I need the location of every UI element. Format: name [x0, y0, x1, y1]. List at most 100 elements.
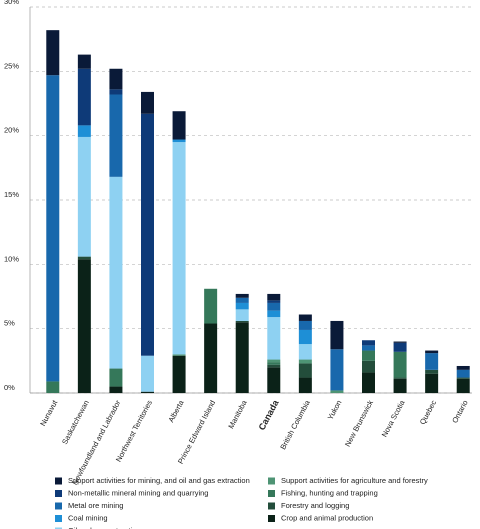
- bar-segment: [393, 378, 407, 393]
- bar-segment: [235, 309, 249, 321]
- bar-segment: [393, 342, 407, 352]
- legend-label: Non-metallic mineral mining and quarryin…: [68, 488, 208, 497]
- bar-segment: [267, 359, 281, 363]
- bar-segment: [77, 68, 91, 126]
- bar-segment: [172, 139, 186, 143]
- bar-segment: [109, 68, 123, 90]
- y-tick-label: 15%: [4, 190, 19, 199]
- bar-segment: [267, 300, 281, 303]
- y-tick-label: 25%: [4, 61, 19, 70]
- legend-label: Metal ore mining: [68, 501, 123, 510]
- bar-segment: [109, 94, 123, 177]
- legend-swatch: [55, 490, 62, 497]
- bar-segment: [362, 350, 375, 361]
- legend-swatch: [55, 477, 62, 485]
- y-tick-label: 0%: [4, 383, 15, 392]
- bar-segment: [172, 355, 186, 393]
- bar-segment: [425, 350, 439, 354]
- bar-segment: [456, 378, 470, 393]
- bar-segment: [330, 349, 344, 391]
- x-tick-label: Manitoba: [226, 398, 249, 430]
- legend-label: Fishing, hunting and trapping: [281, 488, 378, 497]
- bar-segment: [456, 365, 470, 370]
- bar-segment: [267, 362, 281, 365]
- bar-segment: [204, 323, 218, 393]
- bar-segment: [235, 322, 249, 393]
- legend-label: Support activities for agriculture and f…: [281, 476, 428, 485]
- bar-segment: [172, 354, 186, 356]
- bar-segment: [172, 111, 186, 140]
- x-tick-label: Saskatchewan: [60, 399, 91, 446]
- y-tick-label: 5%: [4, 319, 15, 328]
- bar-segment: [46, 381, 60, 393]
- bar-segment: [267, 293, 281, 301]
- bar-segment: [46, 75, 60, 382]
- bar-segment: [235, 293, 249, 298]
- legend-swatch: [268, 502, 275, 510]
- bar-segment: [141, 391, 154, 393]
- bar-segment: [362, 372, 375, 393]
- bar-segment: [109, 89, 123, 95]
- bar-segment: [267, 310, 281, 318]
- bar-segment: [267, 317, 281, 360]
- bar-segment: [267, 367, 281, 393]
- legend-label: Oil and gas extraction: [68, 526, 141, 529]
- bar-segment: [267, 364, 281, 368]
- bar-segment: [330, 390, 344, 393]
- bar-segment: [393, 351, 407, 378]
- bar-segment: [330, 320, 344, 350]
- x-tick-label: Yukon: [326, 399, 344, 422]
- bar-segment: [141, 91, 154, 114]
- bar-segment: [393, 341, 407, 343]
- legend-swatch: [55, 527, 62, 529]
- legend-label: Forestry and logging: [281, 501, 349, 510]
- bar-segment: [141, 355, 154, 392]
- bar-segment: [456, 369, 470, 378]
- bar-segment: [46, 30, 60, 76]
- bar-segment: [235, 302, 249, 310]
- legend-swatch: [268, 477, 275, 485]
- x-tick-label: Ontario: [450, 399, 469, 425]
- x-tick-label: Nova Scotia: [380, 398, 407, 439]
- bar-segment: [298, 329, 312, 345]
- bar-segment: [425, 353, 439, 370]
- bar-segment: [77, 54, 91, 69]
- x-tick-label: Alberta: [166, 398, 185, 424]
- legend-label: Coal mining: [68, 513, 108, 522]
- x-tick-label: Northwest Territories: [114, 398, 154, 463]
- y-tick-label: 30%: [4, 0, 19, 6]
- bar-segment: [77, 259, 91, 393]
- bar-segment: [109, 176, 123, 369]
- y-tick-label: 20%: [4, 126, 19, 135]
- bar-segment: [109, 368, 123, 387]
- legend-label: Support activities for mining, and oil a…: [68, 476, 250, 485]
- bar-segment: [77, 125, 91, 137]
- bar-segment: [235, 320, 249, 323]
- x-tick-label: Canada: [257, 397, 282, 431]
- bar-segment: [77, 136, 91, 257]
- bar-segment: [141, 113, 154, 356]
- x-tick-label: Nunavut: [38, 398, 59, 428]
- bar-segment: [109, 386, 123, 393]
- bar-segment: [298, 377, 312, 393]
- bar-segment: [298, 363, 312, 378]
- bar-segment: [204, 288, 218, 324]
- bar-segment: [362, 345, 375, 351]
- legend-swatch: [55, 515, 62, 522]
- bar-segment: [298, 320, 312, 330]
- legend-swatch: [268, 490, 275, 497]
- bar-segment: [362, 360, 375, 373]
- bar-segment: [425, 369, 439, 374]
- legend-swatch: [268, 515, 275, 522]
- x-tick-label: New Brunswick: [343, 398, 375, 448]
- bar-segment: [362, 340, 375, 346]
- legend-swatch: [55, 502, 62, 510]
- x-tick-label: British Columbia: [278, 398, 312, 451]
- bar-segment: [267, 302, 281, 311]
- legend-label: Crop and animal production: [281, 513, 373, 522]
- bar-segment: [456, 377, 470, 379]
- x-tick-label: Quebec: [418, 398, 438, 426]
- bar-segment: [298, 344, 312, 360]
- y-tick-label: 10%: [4, 254, 19, 263]
